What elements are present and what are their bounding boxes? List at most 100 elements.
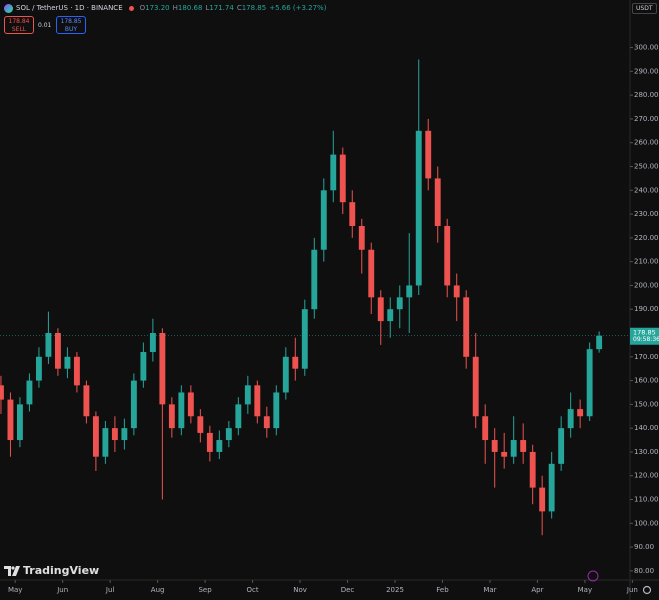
- ohlc-item: O173.20: [140, 4, 170, 12]
- candle-body: [244, 385, 251, 405]
- candle-body: [567, 409, 574, 429]
- candle-body: [102, 428, 109, 457]
- candle-body: [216, 440, 223, 452]
- y-tick-label: 130.00: [634, 448, 659, 456]
- candle-body: [472, 356, 479, 417]
- y-tick-label: 150.00: [634, 400, 659, 408]
- y-tick-label: 270.00: [634, 115, 659, 123]
- candle-body: [548, 463, 555, 512]
- candle-body: [444, 225, 451, 286]
- y-tick-label: 200.00: [634, 281, 659, 289]
- change: +5.66 (+3.27%): [269, 4, 327, 12]
- candle-body: [349, 202, 356, 226]
- candle-body: [92, 416, 99, 457]
- candle-body: [16, 404, 23, 441]
- y-tick-label: 300.00: [634, 44, 659, 52]
- last-price-tag: [630, 327, 659, 345]
- candle-body: [520, 440, 527, 452]
- x-tick-label: Nov: [293, 586, 307, 594]
- candle-body: [111, 428, 118, 441]
- ohlc-label: H: [172, 4, 178, 12]
- candle-body: [491, 440, 498, 452]
- x-tick-label: 2025: [386, 586, 404, 594]
- ohlc-item: H180.68: [173, 4, 203, 12]
- ohlc-label: O: [139, 4, 146, 12]
- symbol-name[interactable]: SOL / TetherUS · 1D · BINANCE: [16, 4, 123, 12]
- ohlc-values: O173.20 H180.68 L171.74 C178.85: [140, 4, 267, 12]
- y-tick-label: 280.00: [634, 91, 659, 99]
- candle-body: [377, 297, 384, 322]
- x-tick-label: Dec: [341, 586, 355, 594]
- symbol-icon: [4, 3, 13, 13]
- candle-body: [311, 249, 318, 310]
- candle-body: [453, 285, 460, 298]
- ohlc-value: 180.68: [177, 4, 203, 12]
- candle-body: [159, 333, 166, 405]
- candle-body: [121, 428, 128, 441]
- x-tick-label: Jun: [56, 586, 68, 594]
- x-tick-label: Aug: [151, 586, 165, 594]
- x-tick-label: Jul: [105, 586, 115, 594]
- spread: 0.01: [38, 22, 52, 29]
- candle-body: [434, 178, 441, 226]
- candle-body: [529, 451, 536, 488]
- replay-icon: [587, 570, 599, 582]
- candle-body: [254, 385, 261, 417]
- settings-icon: [642, 585, 652, 595]
- ohlc-item: L171.74: [205, 4, 233, 12]
- y-tick-label: 210.00: [634, 258, 659, 266]
- y-tick-label: 170.00: [634, 353, 659, 361]
- candle-body: [54, 333, 61, 369]
- logo: TradingView: [4, 564, 99, 577]
- candle-body: [510, 440, 517, 457]
- y-tick-label: 250.00: [634, 163, 659, 171]
- logo-mark: [4, 565, 20, 576]
- candle-body: [73, 356, 80, 386]
- candle-body: [596, 335, 603, 350]
- candle-body: [35, 356, 42, 381]
- candle-body: [273, 392, 280, 429]
- candle-body: [168, 404, 175, 429]
- symbol-header: SOL / TetherUS · 1D · BINANCE O173.20 H18…: [4, 2, 326, 14]
- candle-body: [187, 392, 194, 417]
- y-tick-label: 100.00: [634, 519, 659, 527]
- y-tick-label: 160.00: [634, 377, 659, 385]
- candle-body: [83, 385, 90, 417]
- x-tick-label: Sep: [198, 586, 212, 594]
- x-tick-label: May: [578, 586, 592, 594]
- candle-body: [539, 487, 546, 512]
- currency[interactable]: USDT: [632, 3, 657, 14]
- countdown: 09:58:36: [633, 336, 659, 343]
- ohlc-label: C: [236, 4, 242, 12]
- y-tick-label: 230.00: [634, 210, 659, 218]
- y-tick-label: 220.00: [634, 234, 659, 242]
- candle-body: [292, 356, 299, 369]
- candle-body: [130, 380, 137, 429]
- candle-body: [396, 297, 403, 310]
- candle-body: [586, 349, 593, 417]
- ohlc-label: L: [205, 4, 210, 12]
- candle-body: [482, 416, 489, 441]
- buy-button[interactable]: 178.85 BUY: [56, 16, 86, 34]
- x-tick-label: May: [8, 586, 22, 594]
- sell-label: SELL: [11, 26, 27, 33]
- buy-label: BUY: [64, 26, 78, 33]
- x-tick-label: Apr: [531, 586, 543, 594]
- candle-body: [339, 154, 346, 203]
- candle-body: [330, 154, 337, 191]
- ohlc-value: 173.20: [145, 4, 170, 12]
- y-tick-label: 110.00: [634, 496, 659, 504]
- candle-body: [415, 130, 422, 286]
- candle-body: [358, 225, 365, 250]
- y-tick-label: 240.00: [634, 186, 659, 194]
- candle-body: [7, 399, 14, 441]
- candle-body: [140, 352, 147, 381]
- candle-body: [301, 309, 308, 369]
- sell-button[interactable]: 178.84 SELL: [4, 16, 34, 34]
- ohlc-item: C178.85: [237, 4, 266, 12]
- y-tick-label: 290.00: [634, 67, 659, 75]
- y-tick-label: 120.00: [634, 472, 659, 480]
- candle-body: [425, 130, 432, 179]
